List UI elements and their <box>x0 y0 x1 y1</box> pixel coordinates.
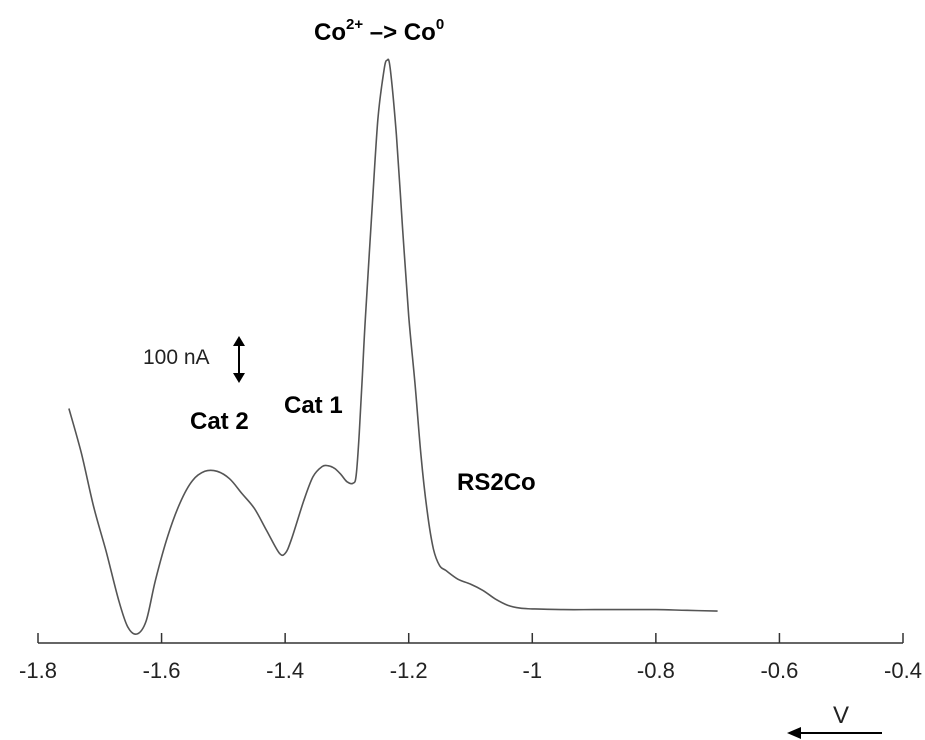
current-scale-bar: 100 nA <box>143 336 245 383</box>
x-tick-label: -0.6 <box>760 658 798 683</box>
x-tick-label: -1.2 <box>390 658 428 683</box>
x-axis-label: V <box>833 702 849 729</box>
x-tick-label: -1.8 <box>19 658 57 683</box>
annotation-rs2co: RS2Co <box>457 469 536 496</box>
annotation-cat-2: Cat 2 <box>190 408 249 435</box>
x-tick-label: -1 <box>523 658 543 683</box>
annotation-co-reduction: Co2+ –> Co0 <box>314 16 444 46</box>
x-tick-label: -1.4 <box>266 658 304 683</box>
scale-bar-arrow-up-icon <box>233 336 245 346</box>
x-tick-label: -1.6 <box>143 658 181 683</box>
annotation-cat-1: Cat 1 <box>284 392 343 419</box>
scale-bar-label: 100 nA <box>143 346 210 369</box>
scan-direction-arrow-icon <box>787 727 882 739</box>
x-tick-label: -0.8 <box>637 658 675 683</box>
scale-bar-arrow-down-icon <box>233 373 245 383</box>
x-tick-label: -0.4 <box>884 658 922 683</box>
x-axis-ticks: -1.8 -1.6 -1.4 -1.2 -1 -0.8 -0.6 -0.4 <box>19 633 922 683</box>
current-voltage-curve <box>68 58 718 635</box>
